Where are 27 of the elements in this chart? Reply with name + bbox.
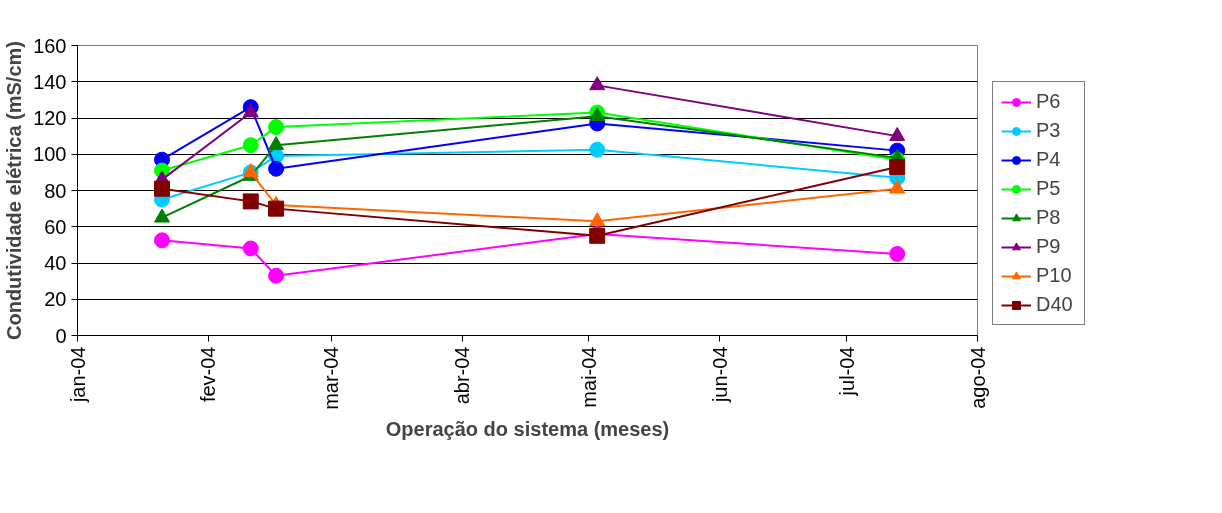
- x-tick-label: abr-04: [451, 346, 474, 405]
- y-tick-label: 140: [33, 70, 67, 93]
- legend-label: P8: [1036, 206, 1062, 229]
- legend-label: P10: [1036, 264, 1073, 287]
- x-tick-label: ago-04: [966, 346, 989, 409]
- legend-label: P3: [1036, 119, 1062, 142]
- y-axis-title: Condutividade elétrica (mS/cm): [3, 41, 26, 340]
- legend-label: P9: [1036, 235, 1062, 258]
- legend-label: D40: [1036, 293, 1074, 316]
- x-tick-label: mar-04: [320, 346, 343, 410]
- y-tick-label: 40: [44, 252, 67, 274]
- x-tick-label: mai-04: [577, 346, 600, 408]
- legend-label: P5: [1036, 177, 1062, 200]
- x-tick-label: jan-04: [66, 346, 89, 404]
- x-axis-title: Operação do sistema (meses): [385, 417, 670, 440]
- y-tick-label: 60: [44, 215, 67, 238]
- legend-label: P4: [1036, 148, 1062, 171]
- x-tick-label: jul-04: [835, 346, 858, 397]
- y-tick-label: 120: [33, 107, 67, 129]
- legend-label: P6: [1036, 90, 1062, 113]
- x-tick-label: jun-04: [708, 346, 731, 404]
- y-tick-label: 20: [44, 288, 67, 311]
- y-tick-label: 80: [44, 179, 67, 202]
- x-tick-label: fev-04: [197, 346, 220, 403]
- y-tick-label: 160: [33, 34, 67, 57]
- y-tick-label: 0: [55, 324, 67, 347]
- y-tick-label: 100: [33, 143, 67, 166]
